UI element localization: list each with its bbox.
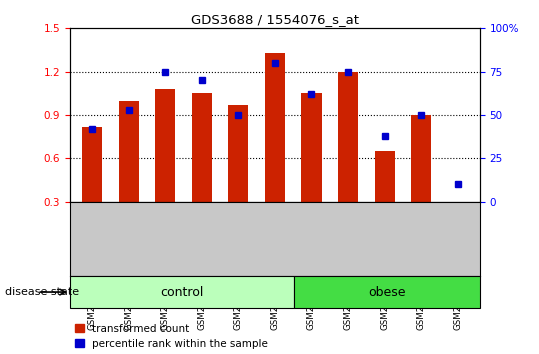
Bar [301,93,322,202]
Legend: transformed count, percentile rank within the sample: transformed count, percentile rank withi… [75,324,268,349]
Text: control: control [160,286,204,298]
Bar [338,72,358,202]
Bar [192,93,212,202]
Bar [294,276,480,308]
Title: GDS3688 / 1554076_s_at: GDS3688 / 1554076_s_at [191,13,359,26]
Bar [82,127,102,202]
Bar [265,53,285,202]
Text: disease state: disease state [5,287,80,297]
Bar [228,105,248,202]
Bar [70,276,294,308]
Bar [375,151,395,202]
Bar [119,101,139,202]
Text: obese: obese [368,286,405,298]
Bar [155,89,175,202]
Bar [411,115,431,202]
